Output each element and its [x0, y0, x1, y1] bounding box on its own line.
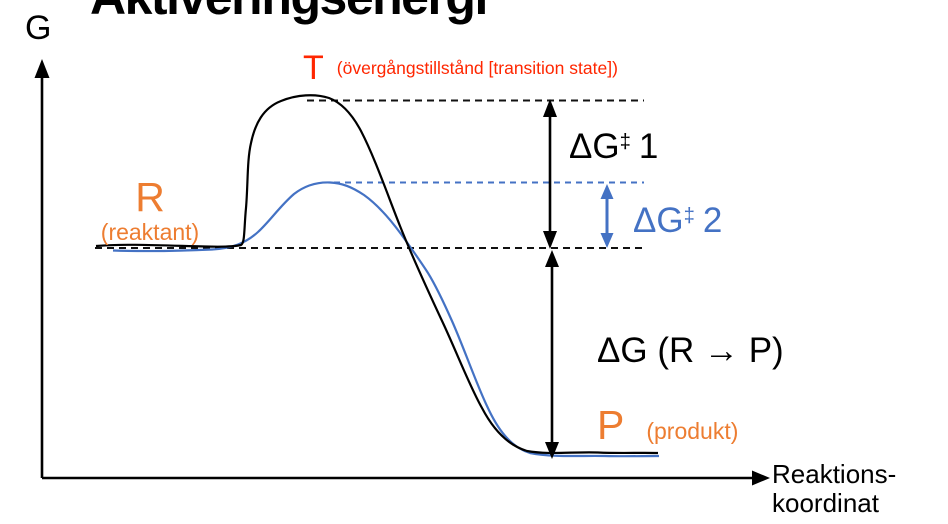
- dg-overall-arrow: [545, 250, 559, 459]
- dg2-number: 2: [702, 201, 723, 241]
- uncatalyzed-energy-curve: [95, 94, 659, 455]
- y-axis-arrowhead-icon: [34, 59, 50, 78]
- slide-title: Aktiveringsenergi: [90, 0, 488, 22]
- transition-note: (övergångstillstånd [transition state]): [336, 58, 618, 78]
- reactant-label: R (reaktant): [84, 176, 216, 245]
- dg-overall-label: ΔG (R → P): [597, 331, 784, 370]
- x-axis-label-line1: Reaktions-: [772, 459, 897, 489]
- product-note: (produkt): [646, 418, 739, 444]
- x-axis-label: Reaktions- koordinat: [772, 460, 896, 518]
- dg2-base: ΔG: [633, 201, 684, 241]
- reactant-note: (reaktant): [100, 219, 200, 245]
- dg1-arrowhead-up-icon: [543, 99, 557, 117]
- dg1-arrowhead-down-icon: [543, 231, 557, 249]
- transition-state-label: T (övergångstillstånd [transition state]…: [303, 50, 618, 86]
- dg2-arrowhead-down-icon: [600, 233, 614, 248]
- catalyzed-energy-curve: [112, 181, 660, 458]
- dg1-doubledagger: ‡: [619, 131, 631, 153]
- dg1-arrow: [543, 99, 557, 249]
- y-axis-label: G: [25, 9, 52, 47]
- dg2-label: ΔG‡ 2: [633, 198, 722, 239]
- dg2-arrowhead-up-icon: [600, 184, 614, 199]
- product-symbol: P: [597, 402, 625, 448]
- dg2-doubledagger: ‡: [683, 205, 695, 227]
- product-label: P (produkt): [597, 404, 738, 447]
- x-axis-arrowhead-icon: [752, 470, 770, 486]
- dg1-label: ΔG‡ 1: [569, 124, 658, 165]
- dg-overall-arrowhead-down-icon: [545, 442, 559, 459]
- x-axis-label-line2: koordinat: [772, 488, 879, 518]
- transition-symbol: T: [303, 49, 324, 87]
- dg2-arrow: [600, 184, 614, 248]
- reactant-symbol: R: [135, 174, 165, 220]
- dg1-number: 1: [638, 127, 659, 167]
- dg1-base: ΔG: [569, 127, 620, 167]
- dg-overall-arrowhead-up-icon: [545, 250, 559, 267]
